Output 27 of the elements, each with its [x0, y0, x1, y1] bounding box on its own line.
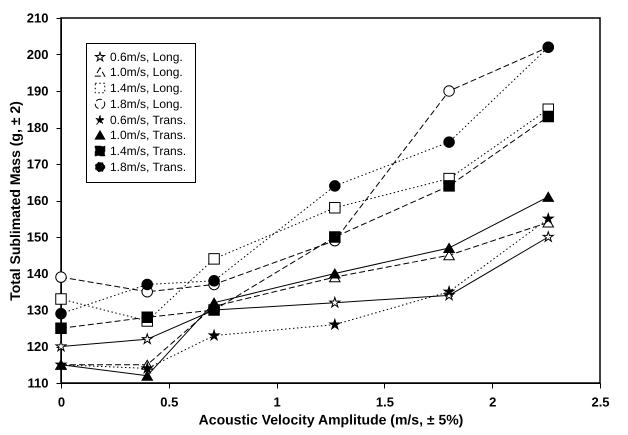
- legend-label: 1.8m/s, Long.: [110, 97, 183, 111]
- legend-label: 1.4m/s, Trans.: [110, 144, 186, 158]
- legend-label: 1.0m/s, Long.: [110, 65, 183, 79]
- y-tick-label: 140: [26, 266, 48, 281]
- y-tick-label: 110: [28, 376, 48, 390]
- y-tick-label: 160: [26, 193, 48, 208]
- y-tick-label: 120: [26, 339, 48, 354]
- legend-label: 0.6m/s, Long.: [110, 50, 183, 64]
- legend-label: 0.6m/s, Trans.: [110, 113, 186, 127]
- x-tick-label: 0.5: [160, 394, 178, 410]
- legend-label: 1.8m/s, Trans.: [110, 160, 186, 174]
- x-tick-label: 2.5: [591, 394, 610, 410]
- y-tick-label: 210: [26, 10, 48, 26]
- y-tick-label: 130: [26, 302, 48, 318]
- y-tick-label: 190: [26, 84, 48, 98]
- x-axis-title: Acoustic Velocity Amplitude (m/s, ± 5%): [198, 412, 464, 428]
- y-tick-label: 180: [26, 120, 48, 135]
- x-tick-label: 0: [58, 394, 66, 410]
- y-tick-label: 200: [26, 47, 48, 62]
- y-tick-label: 150: [26, 230, 48, 244]
- x-tick-label: 1: [273, 394, 281, 410]
- legend-label: 1.0m/s, Trans.: [110, 128, 186, 142]
- y-tick-label: 170: [26, 156, 48, 172]
- y-axis-title: Total Sublimated Mass (g, ± 2): [6, 101, 23, 301]
- legend-label: 1.4m/s, Long.: [110, 81, 183, 95]
- x-tick-label: 2: [489, 394, 496, 410]
- x-tick-label: 1.5: [376, 394, 394, 410]
